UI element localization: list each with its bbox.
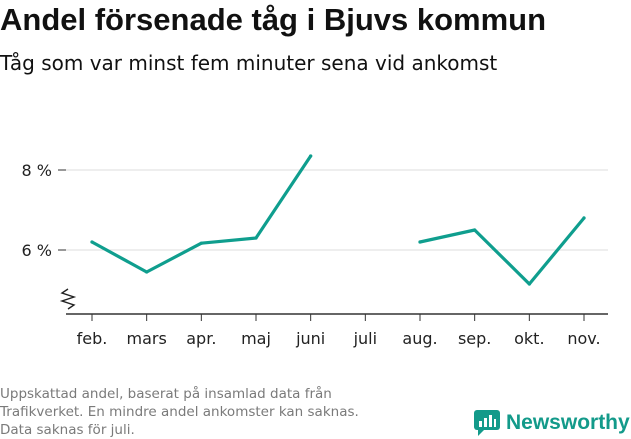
x-tick-label: juli [353, 329, 377, 348]
data-point [527, 282, 531, 286]
x-tick-label: nov. [567, 329, 600, 348]
y-tick-label: 8 % [22, 161, 52, 180]
footnote-line: Uppskattad andel, baserat på insamlad da… [0, 386, 332, 402]
data-point [145, 270, 149, 274]
series-line-segment [418, 216, 586, 286]
series-line-segment [90, 154, 313, 274]
x-tick-label: aug. [402, 329, 437, 348]
data-point [199, 241, 203, 245]
x-tick-label: maj [241, 329, 271, 348]
newsworthy-brand: Newsworthy [474, 408, 630, 438]
y-tick-label: 6 % [22, 241, 52, 260]
x-tick-label: mars [127, 329, 167, 348]
newsworthy-logo-icon [474, 410, 500, 436]
x-tick-label: juni [295, 329, 325, 348]
data-point [254, 236, 258, 240]
axis-break-icon [59, 288, 77, 310]
x-tick-label: okt. [514, 329, 544, 348]
data-point [90, 240, 94, 244]
x-tick-label: sep. [458, 329, 491, 348]
x-tick-label: apr. [186, 329, 216, 348]
chart-title: Andel försenade tåg i Bjuvs kommun [0, 2, 547, 37]
footnote-line: Data saknas för juli. [0, 422, 135, 438]
brand-name: Newsworthy [506, 411, 630, 434]
data-point [418, 240, 422, 244]
footnote-line: Trafikverket. En mindre andel ankomster … [0, 404, 359, 420]
chart-subtitle: Tåg som var minst fem minuter sena vid a… [0, 51, 498, 75]
x-tick-label: feb. [77, 329, 108, 348]
chart-footnote: Uppskattad andel, baserat på insamlad da… [0, 385, 450, 439]
data-point [582, 216, 586, 220]
data-point [309, 154, 313, 158]
data-point [473, 228, 477, 232]
